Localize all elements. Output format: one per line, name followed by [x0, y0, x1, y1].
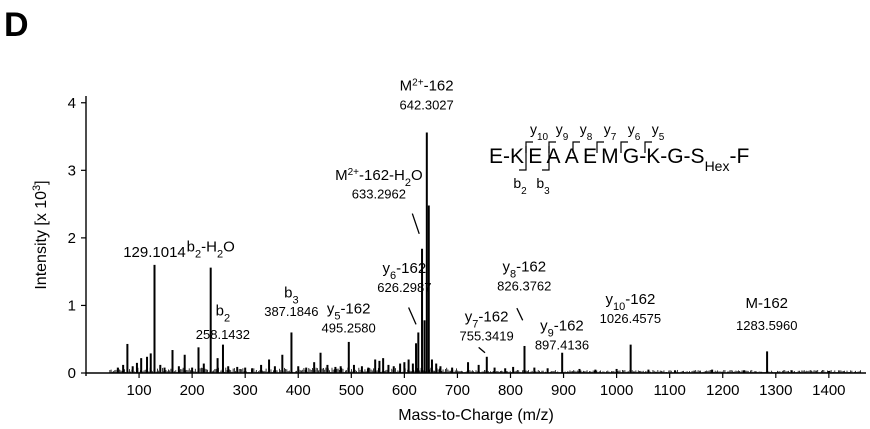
leader-lines	[408, 213, 524, 354]
x-tick-label: 900	[551, 382, 576, 399]
leader-line	[516, 307, 524, 321]
x-tick-label: 1200	[706, 382, 739, 399]
peak-mz-value: 633.2962	[352, 187, 406, 202]
y-ion-label: y6	[628, 121, 641, 143]
peak-mz-value: 387.1846	[264, 304, 318, 319]
peak-label: y6-162	[383, 260, 427, 282]
y-ion-label: y5	[652, 121, 665, 143]
peak-label: y8-162	[502, 259, 546, 281]
y-ion-bracket	[644, 141, 652, 153]
peak-mz-value: 626.2987	[377, 280, 431, 295]
leader-line	[411, 213, 420, 235]
y-ion-bracket	[572, 141, 580, 153]
y-ion-label: y9	[556, 121, 569, 143]
x-tick-label: 300	[233, 382, 258, 399]
y-ion-bracket	[620, 141, 628, 153]
peak-mz-value: 495.2580	[322, 320, 376, 335]
x-tick-label: 1400	[812, 382, 845, 399]
y-ion-bracket	[596, 141, 604, 153]
axes: 0 1 2 3 4 100 200 300 400 500 600 700 800 900 1000 1100…	[68, 95, 866, 399]
y-ion-label: y10	[530, 121, 549, 143]
x-tick-label: 1000	[600, 382, 633, 399]
peak-mz-value: 1283.5960	[736, 318, 797, 333]
peak-label: y10-162	[606, 291, 656, 313]
b-ion-bracket	[519, 146, 527, 171]
x-tick-label: 100	[127, 382, 152, 399]
x-tick-label: 500	[339, 382, 364, 399]
peak-mz-value: 258.1432	[196, 327, 250, 342]
b-ion-label: b3	[536, 175, 550, 197]
x-tick-label: 400	[286, 382, 311, 399]
y-tick-label: 1	[68, 297, 76, 314]
y-axis-title: Intensity [x 103]	[31, 180, 50, 289]
y-tick-label: 4	[68, 95, 76, 112]
peak-label: b2-H2O	[187, 238, 235, 260]
peak-label: y9-162	[540, 317, 584, 339]
peak-mz-value: 897.4136	[535, 337, 589, 352]
peak-mz-value: 1026.4575	[600, 311, 661, 326]
peak-label: y5-162	[327, 301, 371, 323]
b-ion-label: b2	[513, 175, 527, 197]
spectrum-peaks	[109, 132, 861, 373]
y-tick-label: 3	[68, 162, 76, 179]
peak-mz-value: 642.3027	[400, 98, 454, 113]
peak-label: y7-162	[465, 309, 509, 331]
x-tick-label: 600	[392, 382, 417, 399]
peak-mz-value: 755.3419	[459, 329, 513, 344]
x-tick-label: 800	[498, 382, 523, 399]
x-tick-label: 700	[445, 382, 470, 399]
x-tick-label: 1300	[759, 382, 792, 399]
b-ion-bracket	[542, 146, 550, 171]
leader-line	[478, 346, 486, 354]
x-tick-label: 1100	[654, 382, 686, 399]
x-tick-label: 200	[180, 382, 205, 399]
x-axis-title: Mass-to-Charge (m/z)	[398, 407, 554, 424]
y-tick-label: 2	[68, 230, 76, 247]
y-ion-label: y7	[604, 121, 617, 143]
peak-label: M2+-162	[400, 77, 454, 95]
peak-label: 129.1014	[123, 244, 186, 261]
panel-label: D	[4, 6, 29, 44]
peak-label: M-162	[746, 295, 789, 312]
peak-mz-value: 826.3762	[497, 279, 551, 294]
y-ion-label: y8	[580, 121, 593, 143]
y-tick-label: 0	[68, 365, 76, 382]
peptide-sequence: E-K E A A E M G-K-G-SHex-F y10 y9 y8 y7 y6 y5 b…	[489, 121, 749, 197]
leader-line	[408, 307, 417, 325]
sequence-text: E-K E A A E M G-K-G-SHex-F	[489, 145, 749, 174]
peak-label: b3	[284, 284, 298, 306]
peak-label: b2	[216, 303, 230, 325]
peak-label: M2+-162-H2O	[335, 166, 423, 189]
